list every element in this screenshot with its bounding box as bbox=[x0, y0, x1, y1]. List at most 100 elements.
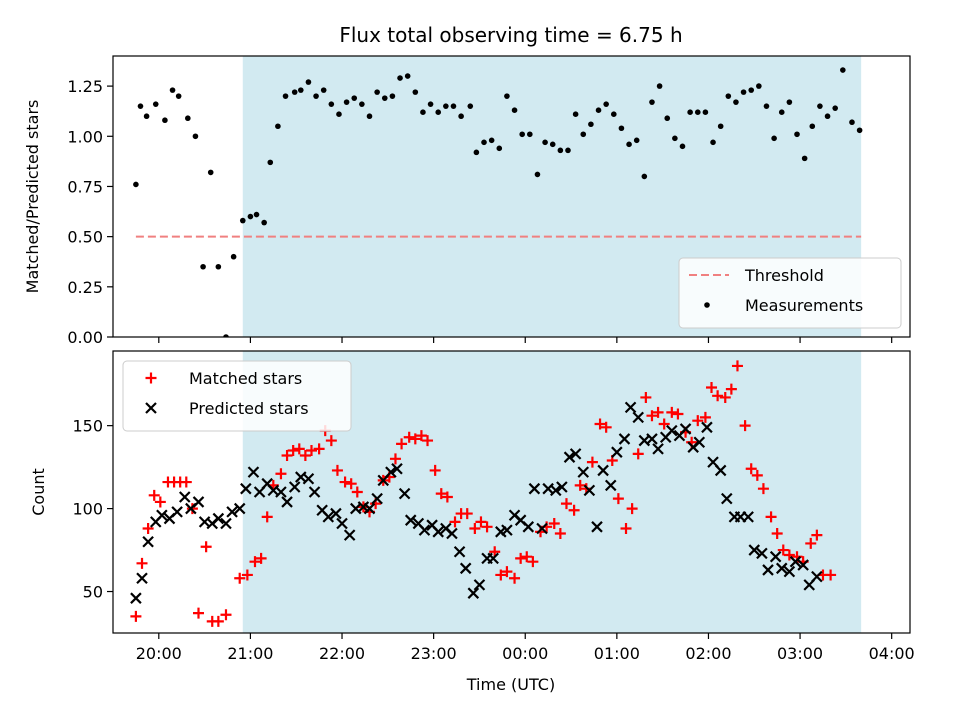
legend: Threshold Measurements bbox=[678, 257, 902, 329]
matched-star-point bbox=[275, 468, 287, 480]
predicted-star-point bbox=[501, 524, 513, 536]
measurement-point bbox=[595, 107, 602, 113]
predicted-star-point bbox=[178, 491, 191, 503]
measurement-point bbox=[756, 83, 762, 89]
measurement-point bbox=[450, 103, 457, 109]
measurement-point bbox=[261, 219, 267, 226]
measurement-point bbox=[305, 79, 312, 85]
plot-area bbox=[130, 351, 862, 633]
predicted-star-point bbox=[556, 481, 568, 493]
matched-star-point bbox=[666, 406, 678, 418]
predicted-star-point bbox=[363, 502, 376, 515]
x-tick-label: 01:00 bbox=[594, 644, 640, 663]
measurement-point bbox=[801, 155, 808, 162]
measurement-point bbox=[786, 99, 793, 105]
y-tick-label: 100 bbox=[72, 500, 103, 519]
matched-star-point bbox=[765, 511, 777, 523]
legend-box bbox=[122, 360, 352, 432]
measurement-point bbox=[557, 147, 564, 154]
measurement-point bbox=[404, 73, 411, 79]
predicted-star-point bbox=[783, 565, 796, 578]
predicted-star-point bbox=[371, 492, 383, 505]
matched-star-point bbox=[632, 448, 644, 460]
plot-frame bbox=[112, 55, 911, 338]
matched-star-point bbox=[672, 408, 684, 420]
predicted-star-point bbox=[404, 514, 417, 526]
matched-star-point bbox=[475, 516, 487, 528]
predicted-star-point bbox=[192, 496, 205, 508]
measurement-point bbox=[626, 141, 632, 148]
measurement-point bbox=[588, 121, 594, 128]
matched-star-point bbox=[731, 360, 743, 372]
matched-star-point bbox=[658, 418, 670, 430]
matched-star-point bbox=[757, 483, 769, 495]
y-tick-label: 1.25 bbox=[67, 77, 103, 96]
measurement-point bbox=[824, 113, 831, 120]
matched-star-point bbox=[811, 529, 823, 541]
predicted-star-point bbox=[597, 464, 609, 477]
predicted-star-point bbox=[487, 552, 499, 565]
predicted-star-point bbox=[577, 466, 590, 478]
matched-star-point bbox=[521, 551, 533, 563]
predicted-star-point bbox=[693, 436, 706, 449]
matched-star-point bbox=[771, 527, 783, 539]
measurement-point bbox=[336, 111, 342, 118]
matched-star-point bbox=[331, 464, 343, 476]
measurement-point bbox=[519, 131, 525, 138]
measurement-point bbox=[397, 75, 403, 81]
matched-star-point bbox=[706, 381, 718, 393]
matched-star-point bbox=[586, 456, 598, 468]
measurement-point bbox=[192, 133, 199, 140]
matched-star-point bbox=[339, 476, 351, 488]
predicted-star-point bbox=[604, 479, 617, 492]
matched-star-point bbox=[281, 450, 293, 462]
matched-star-point bbox=[241, 569, 253, 581]
legend: Matched stars Predicted stars bbox=[122, 360, 352, 432]
measurement-point bbox=[649, 99, 655, 105]
x-tick-label: 23:00 bbox=[411, 644, 457, 663]
legend-label: Predicted stars bbox=[189, 399, 309, 418]
predicted-star-point bbox=[247, 466, 260, 478]
measurement-point bbox=[771, 135, 777, 142]
matched-star-point bbox=[469, 522, 481, 534]
predicted-star-point bbox=[308, 486, 321, 498]
x-tick-label: 22:00 bbox=[319, 644, 365, 663]
measurement-point bbox=[267, 159, 274, 166]
matched-star-point bbox=[287, 445, 299, 457]
matched-star-point bbox=[180, 476, 192, 488]
matched-star-point bbox=[313, 443, 325, 455]
predicted-star-point bbox=[550, 484, 562, 497]
predicted-star-point bbox=[130, 592, 142, 604]
predicted-star-point bbox=[756, 547, 768, 560]
predicted-star-point bbox=[459, 562, 472, 575]
legend-label: Matched stars bbox=[189, 369, 302, 388]
predicted-star-point bbox=[811, 570, 823, 583]
predicted-star-point bbox=[624, 401, 637, 414]
matched-star-point bbox=[692, 415, 704, 427]
matched-star-point bbox=[739, 420, 751, 432]
measurement-point bbox=[817, 103, 823, 109]
matched-star-point bbox=[389, 453, 401, 465]
measurement-point bbox=[427, 101, 434, 107]
legend-matched-swatch bbox=[145, 372, 157, 384]
predicted-star-point bbox=[569, 448, 582, 460]
matched-star-point bbox=[261, 511, 273, 523]
measurement-point bbox=[351, 95, 358, 101]
matched-star-point bbox=[415, 430, 427, 442]
predicted-star-point bbox=[769, 550, 782, 563]
legend-label: Measurements bbox=[745, 296, 863, 315]
measurement-point bbox=[215, 263, 222, 270]
matched-star-point bbox=[154, 496, 166, 508]
matched-star-point bbox=[527, 556, 539, 568]
predicted-star-point bbox=[618, 433, 631, 445]
measurement-point bbox=[694, 109, 701, 115]
matched-star-point bbox=[396, 438, 408, 450]
predicted-star-point bbox=[220, 517, 232, 530]
measurement-point bbox=[162, 117, 168, 124]
matched-star-point bbox=[403, 431, 415, 443]
predicted-star-point bbox=[136, 572, 148, 585]
measurement-point bbox=[200, 263, 206, 270]
matched-star-point bbox=[626, 503, 638, 515]
predicted-star-point bbox=[336, 517, 348, 530]
matched-star-point bbox=[554, 527, 566, 539]
